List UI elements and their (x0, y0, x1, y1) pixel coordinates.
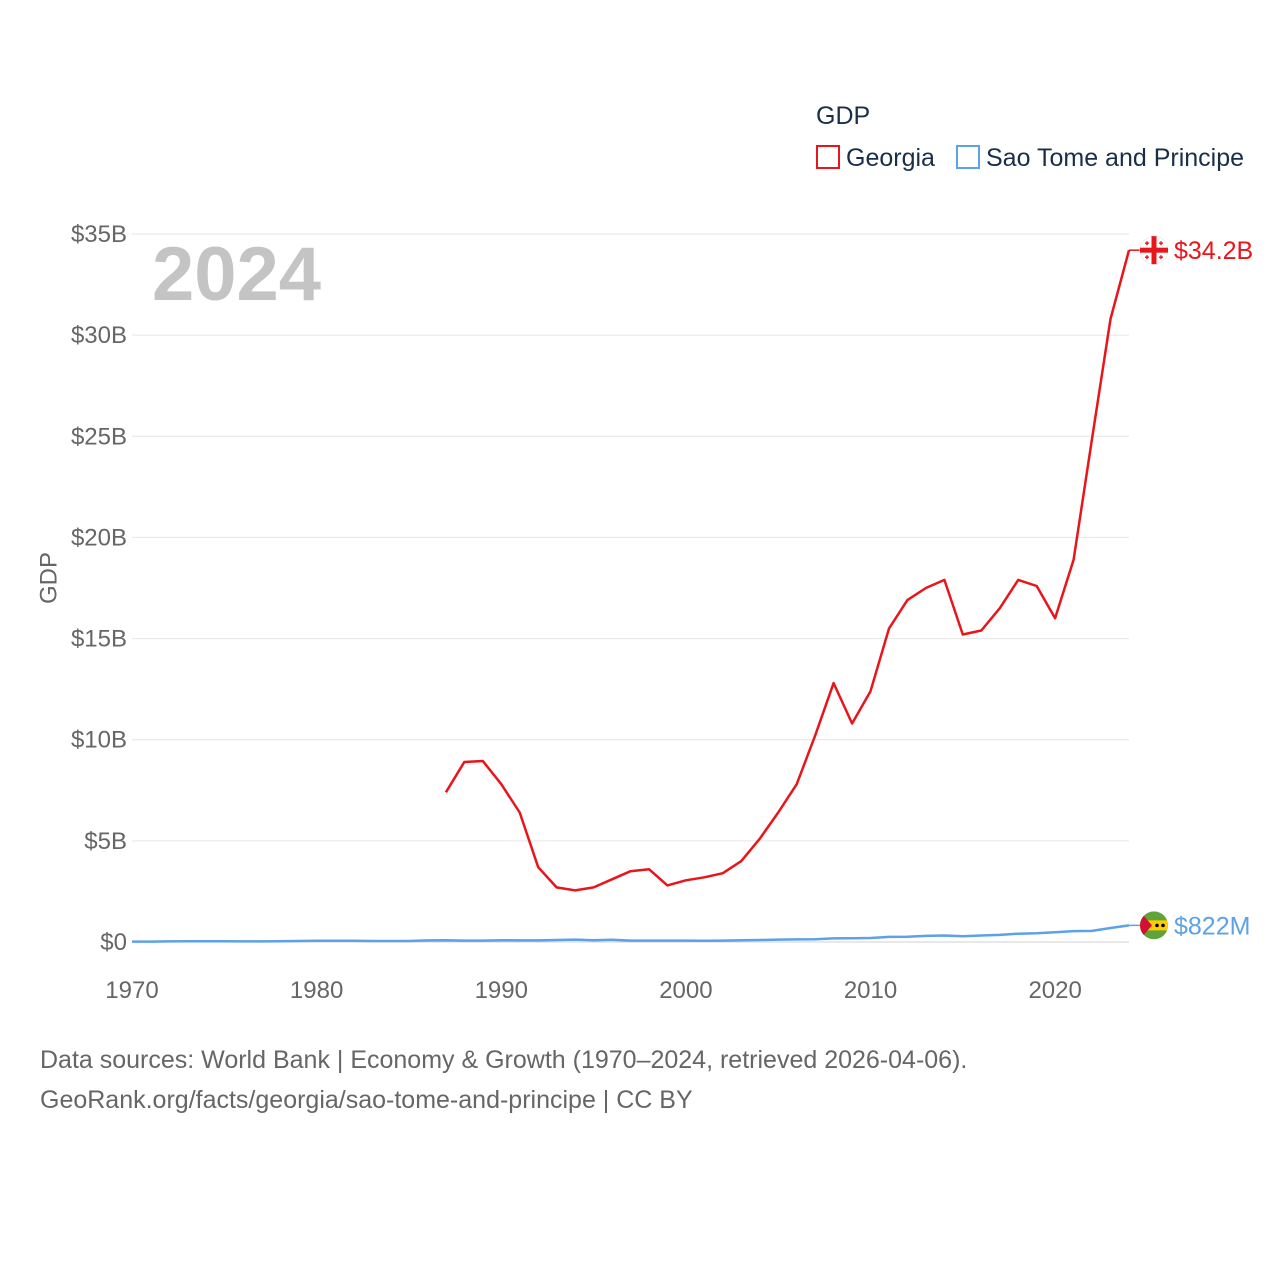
x-tick-label: 1980 (290, 977, 343, 1004)
footer-link[interactable]: GeoRank.org/facts/georgia/sao-tome-and-p… (40, 1086, 693, 1114)
gridlines (132, 233, 1129, 943)
end-labels: $34.2B $822M (1129, 235, 1253, 940)
y-tick-label: $5B (84, 828, 127, 855)
current-year-label: 2024 (152, 232, 321, 317)
x-axis-ticks: 1970 1980 1990 2000 2010 2020 (105, 977, 1082, 1004)
legend[interactable]: GDP Georgia Sao Tome and Principe (816, 102, 1244, 172)
sao-tome-flag-icon (1140, 911, 1168, 940)
series-line-sao-tome[interactable] (132, 924, 1130, 943)
x-tick-label: 1970 (105, 977, 158, 1004)
legend-swatch-georgia (816, 145, 840, 169)
y-axis-label: GDP (35, 552, 62, 604)
y-tick-label: $0 (100, 929, 127, 956)
legend-item-sao-tome[interactable]: Sao Tome and Principe (956, 144, 1244, 172)
x-tick-label: 1990 (475, 977, 528, 1004)
legend-title: GDP (816, 102, 870, 130)
y-tick-label: $20B (71, 524, 127, 551)
y-tick-label: $35B (71, 221, 127, 248)
footer-sources: Data sources: World Bank | Economy & Gro… (40, 1046, 968, 1074)
x-tick-label: 2000 (659, 977, 712, 1004)
gdp-line-chart: $0$5B$10B$15B$20B$25B$30B$35B 1970 1980 19… (35, 102, 1253, 1004)
series-line-georgia[interactable] (444, 249, 1131, 892)
y-tick-label: $10B (71, 727, 127, 754)
legend-swatch-sao-tome (956, 145, 980, 169)
series-lines (132, 249, 1131, 943)
y-tick-label: $15B (71, 626, 127, 653)
y-tick-label: $25B (71, 423, 127, 450)
y-tick-label: $30B (71, 322, 127, 349)
x-tick-label: 2010 (844, 977, 897, 1004)
end-label-georgia: $34.2B (1174, 237, 1253, 265)
y-axis-ticks: $0 $5B $10B $15B $20B $25B $30B $35B (71, 221, 127, 956)
georgia-flag-icon (1139, 235, 1169, 265)
legend-label-georgia: Georgia (846, 144, 935, 172)
x-tick-label: 2020 (1028, 977, 1081, 1004)
footer: Data sources: World Bank | Economy & Gro… (40, 1040, 1240, 1120)
legend-item-georgia[interactable]: Georgia (816, 144, 935, 172)
legend-label-sao-tome: Sao Tome and Principe (986, 144, 1244, 172)
end-label-sao-tome: $822M (1174, 912, 1250, 940)
